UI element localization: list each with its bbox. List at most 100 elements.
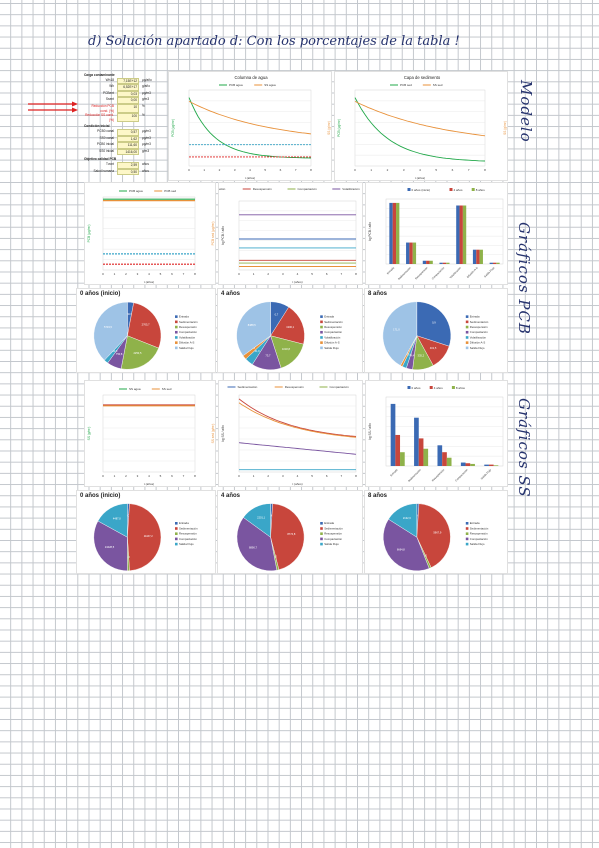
x-tick-label: 3 xyxy=(282,474,284,478)
legend-swatch xyxy=(320,325,323,329)
pie-label: 16,4 xyxy=(407,352,413,356)
x-axis-label: t (años) xyxy=(415,176,425,180)
x-tick-label: 1 xyxy=(114,474,116,478)
pie-slice xyxy=(416,301,452,347)
table-cell-u: años xyxy=(142,161,149,166)
legend-swatch xyxy=(465,325,469,329)
table-cell-k: PCB0 canal xyxy=(97,128,114,133)
pie-label: 220,9 xyxy=(125,513,132,517)
pie-label: 8774,8 xyxy=(287,532,295,536)
x-tick-label: Entrada xyxy=(389,467,399,477)
pie-label: 1300,1 xyxy=(286,325,294,329)
bar xyxy=(414,417,419,466)
pie-label: 750,8 xyxy=(116,352,123,356)
legend-label: Entrada xyxy=(470,315,480,319)
x-tick-label: Sedimentación xyxy=(397,265,412,280)
legend-swatch xyxy=(429,386,433,389)
x-tick-label: 4 xyxy=(297,474,299,478)
table-row: SS0 canal 1,62 µg/m3 xyxy=(84,135,164,143)
legend-label: Salida Flujo xyxy=(324,542,339,546)
table-row: PCB0 canal 0,57 µg/m3 xyxy=(84,128,164,136)
legend-swatch xyxy=(465,532,469,535)
legend-label: Difusión A-S xyxy=(179,341,195,345)
table-heading: Carga contaminante xyxy=(84,73,115,77)
x-tick-label: Resuspensión xyxy=(414,265,429,280)
table-cell-v: 10 xyxy=(117,103,139,114)
plot-area xyxy=(238,394,357,473)
legend-swatch xyxy=(175,315,178,318)
pie-label: 0,9 xyxy=(432,320,436,324)
table-cell-k: PCBent xyxy=(103,90,114,95)
legend-swatch xyxy=(175,537,178,541)
pie-pcb-0: 0 años (inicio) 133,8 2765,7 2250,5 750,8 13… xyxy=(76,288,216,373)
x-tick-label: 0 xyxy=(354,168,356,172)
bar xyxy=(442,262,447,264)
x-tick-label: 4 xyxy=(419,168,421,172)
table-heading: Objetivo calidad PCB xyxy=(84,157,117,162)
table-cell-u: µg/m3 xyxy=(142,90,151,95)
legend-label: Sedimentación xyxy=(324,526,343,530)
table-cell-u: g/m3 xyxy=(142,97,150,102)
legend-label: Compactación xyxy=(179,330,197,334)
chart-pcb-line: PCB agua PCB sed 0 1 2 3 4 5 6 7 8 t (años) PCB (µg/… xyxy=(84,182,216,285)
x-tick-label: 8 xyxy=(310,168,312,172)
legend-label: PCB sed xyxy=(400,83,412,87)
bar xyxy=(400,452,405,466)
bar xyxy=(418,438,424,466)
chart-ss-bar: 0 años 4 años 8 años kg SS / año Entrada Sedi… xyxy=(365,380,508,487)
x-tick-label: 5 xyxy=(160,474,162,478)
pie-pcb-4: 4 años 0,7 1300,1 1018,8 73,7 41,9 0 8488,5 Ent… xyxy=(217,288,363,373)
label-graficos-ss: Gráficos SS xyxy=(515,398,533,498)
bar xyxy=(429,260,433,264)
legend-label: Compactación xyxy=(470,330,488,334)
x-tick-label: 5 xyxy=(264,168,266,172)
x-tick-label: 2 xyxy=(219,168,221,172)
pie-label: 335,2 xyxy=(418,353,425,357)
pie-slice xyxy=(416,503,451,568)
table-cell-k: Tvont xyxy=(106,161,114,166)
pie-slice xyxy=(383,518,430,571)
pie-slice xyxy=(270,503,305,570)
chart-title: Capa de sedimento xyxy=(404,75,441,80)
pie-label: 0 xyxy=(254,346,256,350)
legend-label: Sedimentación xyxy=(219,187,226,191)
x-tick-label: 4 xyxy=(297,272,299,276)
plot-area xyxy=(102,196,196,271)
legend-label: 4 años xyxy=(454,188,464,192)
table-cell-k: PCB0 inicial xyxy=(96,142,114,147)
table-row: Wh 6,52E+17 g/año xyxy=(84,84,164,91)
table-cell-k: Ssent xyxy=(105,97,114,102)
pie-pcb-8: 8 años 0,9 401,5 335,2 4,4 16,4 0 171,0 Entrada… xyxy=(364,288,508,373)
series-line xyxy=(188,97,312,159)
parameter-table: Carga contaminante Wh18 7,15E+12 µg/año Wh 6,… xyxy=(84,71,164,181)
chart-capa-sedimento: Capa de sedimento PCB sed SS sed 0 1 2 3 4 5 6 7 8 t… xyxy=(334,71,508,181)
pie-slice xyxy=(127,302,162,349)
legend-label: Sedimentación xyxy=(179,320,198,324)
pie-slice xyxy=(97,503,128,538)
chart-pcb-bar: 0 años (inicio) 4 años 8 años kg PCB / año E… xyxy=(365,182,508,285)
series-line xyxy=(238,442,357,455)
pie-label: 5733,5 xyxy=(104,325,112,329)
bar xyxy=(488,464,494,466)
table-cell-k: Wh18 xyxy=(105,77,114,82)
legend-swatch xyxy=(320,346,323,350)
pie-label: 13428,5 xyxy=(105,545,115,549)
legend-label: 0 años xyxy=(412,386,422,390)
legend-swatch xyxy=(465,522,469,525)
legend-swatch xyxy=(320,542,323,546)
chart-ss-flux: SedimentaciónResuspensiónCompactaciónSal… xyxy=(218,380,390,487)
pie-title: 8 años xyxy=(368,493,388,499)
pie-label: 73,7 xyxy=(265,354,271,358)
legend-label: Entrada xyxy=(179,315,189,319)
pie-title: 0 años (inicio) xyxy=(80,291,121,297)
bar xyxy=(489,262,493,264)
x-tick-label: Salida Flujo xyxy=(483,265,496,278)
bar xyxy=(479,249,483,264)
x-tick-label: 4 xyxy=(249,168,251,172)
legend-label: Entrada xyxy=(324,521,334,525)
legend-label: SS agua xyxy=(264,83,276,87)
pie-title: 4 años xyxy=(221,493,241,499)
x-tick-label: 1 xyxy=(203,168,205,172)
legend-label: Compactación xyxy=(298,187,318,191)
x-tick-label: 7 xyxy=(183,272,185,276)
